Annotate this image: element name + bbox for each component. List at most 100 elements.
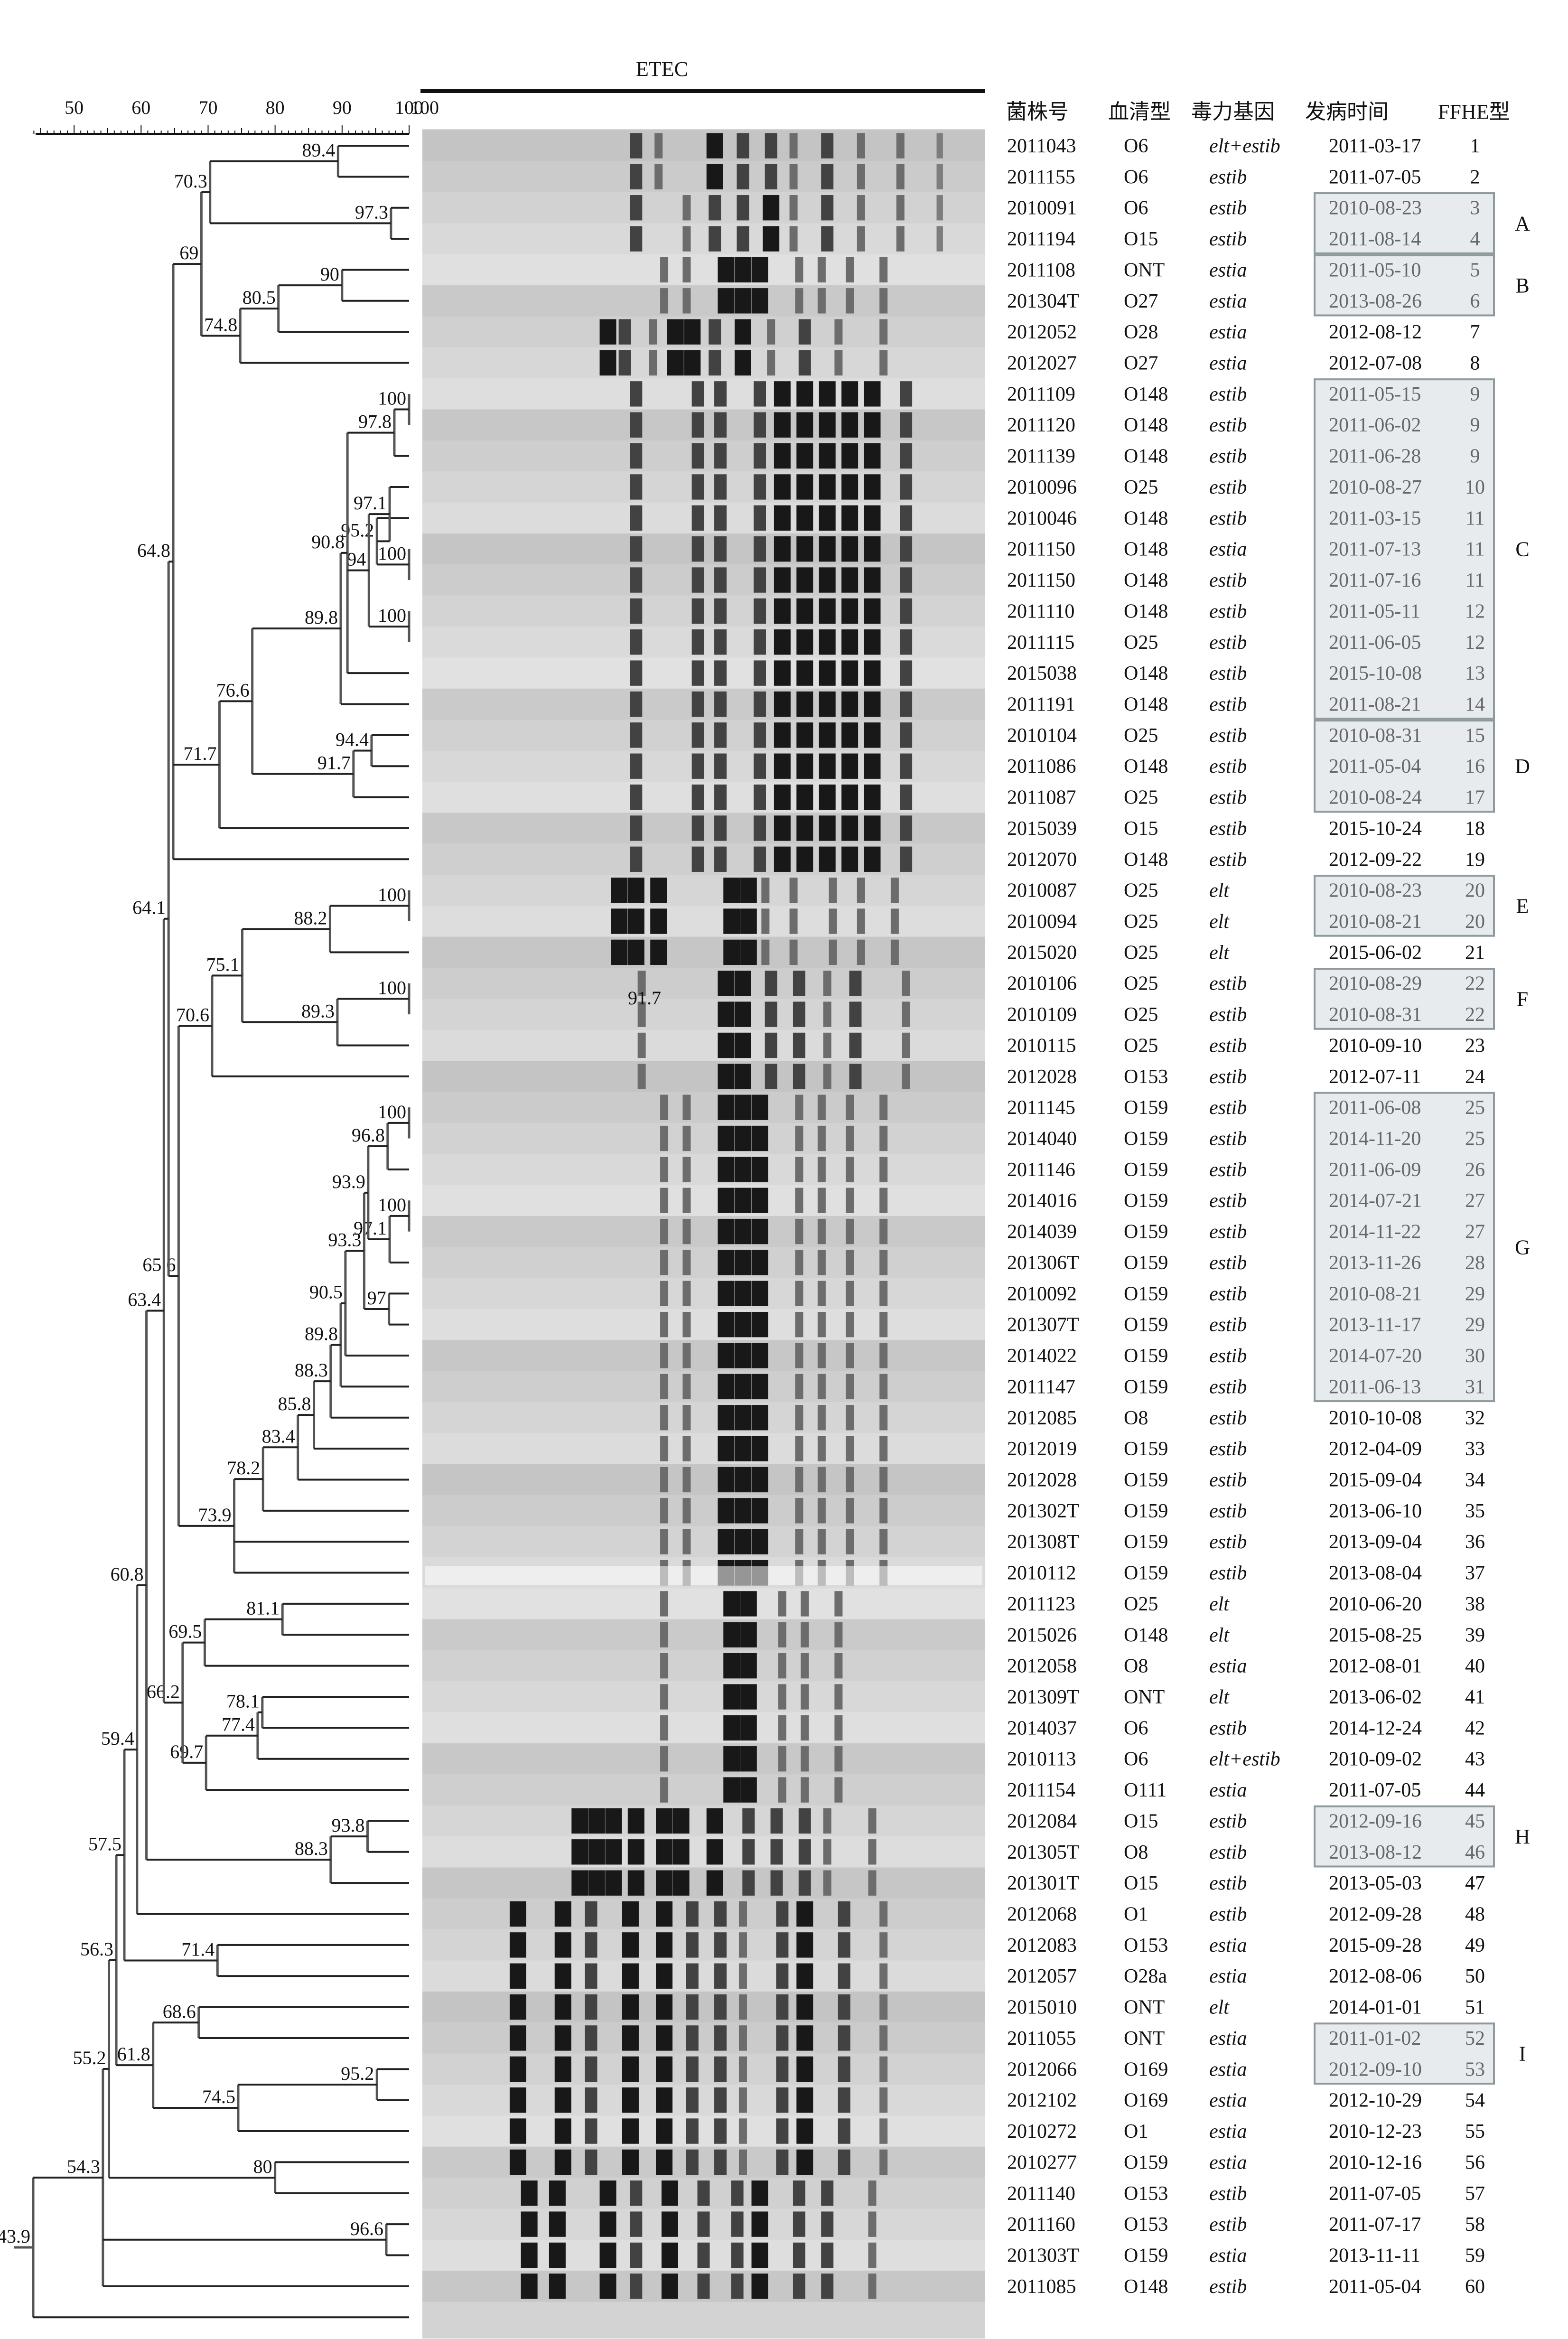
strain-id: 2015039	[1007, 818, 1077, 840]
gel-band	[627, 1839, 644, 1865]
gel-band	[554, 2149, 571, 2175]
onset-date: 2013-09-04	[1329, 1531, 1422, 1553]
strain-id: 2012102	[1007, 2090, 1077, 2112]
gel-band	[817, 1312, 826, 1338]
strain-id: 2011110	[1007, 600, 1074, 622]
gel-band	[774, 536, 791, 562]
gel-band	[723, 877, 740, 903]
virulence-gene: estib	[1209, 1035, 1247, 1057]
gel-band	[796, 1963, 813, 1989]
gel-band	[798, 350, 811, 376]
gel-band	[682, 1405, 691, 1431]
gel-band	[751, 2211, 768, 2237]
gel-band	[857, 164, 865, 190]
virulence-gene: estib	[1209, 973, 1247, 995]
serotype: O159	[1124, 1438, 1168, 1460]
gel-band	[751, 288, 768, 314]
gel-band	[900, 815, 913, 841]
virulence-gene: estib	[1209, 1004, 1247, 1026]
strain-id: 201304T	[1007, 290, 1079, 312]
gel-band	[793, 971, 805, 996]
gel-band	[630, 536, 643, 562]
gel-band	[660, 1684, 669, 1710]
node-similarity-label: 64.1	[132, 897, 166, 918]
gel-band	[734, 1032, 751, 1058]
gel-band	[714, 660, 727, 686]
gel-band	[738, 2149, 747, 2175]
gel-scale-label: 100	[411, 97, 439, 118]
gel-band	[795, 1125, 803, 1151]
virulence-gene: estia	[1209, 1965, 1247, 1987]
gel-band	[778, 1777, 786, 1803]
gel-band	[879, 1125, 888, 1151]
gel-band	[718, 1281, 735, 1306]
gel-band	[821, 226, 834, 252]
strain-id: 2010096	[1007, 477, 1077, 498]
ffhe-type: 19	[1465, 849, 1485, 870]
gel-band	[654, 164, 663, 190]
serotype: O148	[1124, 384, 1168, 405]
node-similarity-label: 89.4	[302, 140, 335, 161]
gel-band	[740, 908, 757, 934]
gel-band	[691, 722, 704, 748]
gel-band	[796, 2025, 813, 2051]
gel-band	[734, 1281, 751, 1306]
gel-band	[682, 288, 691, 314]
virulence-gene: estib	[1209, 1283, 1247, 1305]
gel-lane	[422, 1433, 985, 1464]
gel-band	[834, 1653, 843, 1679]
node-similarity-label: 94	[347, 549, 366, 570]
node-similarity-label: 97.3	[355, 201, 388, 223]
serotype: O8	[1124, 1842, 1148, 1863]
ffhe-type: 11	[1465, 539, 1484, 561]
gel-band	[900, 784, 913, 810]
ffhe-type: 57	[1465, 2183, 1485, 2205]
gel-band	[630, 133, 643, 159]
strain-id: 2012083	[1007, 1935, 1077, 1956]
gel-band	[734, 1250, 751, 1275]
gel-band	[817, 1125, 826, 1151]
node-similarity-label: 100	[378, 884, 406, 905]
gel-band	[857, 195, 865, 221]
strain-id: 2011145	[1007, 1097, 1075, 1119]
strain-id: 2012084	[1007, 1810, 1077, 1832]
gel-band	[682, 257, 691, 283]
strain-id: 2011120	[1007, 414, 1075, 436]
gel-band	[796, 691, 813, 717]
gel-band	[738, 1901, 747, 1927]
gel-band	[900, 753, 913, 779]
gel-band	[819, 722, 836, 748]
gel-band	[864, 381, 881, 407]
ffhe-type: 43	[1465, 1749, 1485, 1770]
gel-band	[796, 2118, 813, 2144]
onset-date: 2010-06-20	[1329, 1593, 1422, 1615]
node-similarity-label: 100	[378, 543, 406, 564]
gel-band	[879, 257, 888, 283]
gel-band	[751, 1095, 768, 1120]
onset-date: 2012-09-16	[1329, 1810, 1422, 1832]
gel-band	[879, 1218, 888, 1244]
scale-tick-label: 90	[333, 97, 352, 118]
gel-band	[789, 226, 798, 252]
gel-band	[585, 2149, 597, 2175]
gel-band	[599, 2242, 616, 2268]
gel-band	[817, 1498, 826, 1524]
gel-band	[667, 350, 684, 376]
gel-band	[718, 1312, 735, 1338]
gel-band	[796, 629, 813, 655]
gel-band	[630, 2274, 643, 2299]
serotype: O159	[1124, 2245, 1168, 2266]
serotype: O25	[1124, 725, 1158, 747]
gel-band	[774, 443, 791, 469]
gel-band	[796, 660, 813, 686]
gel-band	[821, 133, 834, 159]
gel-band	[585, 1963, 597, 1989]
onset-date: 2011-01-02	[1329, 2028, 1421, 2049]
virulence-gene: estib	[1209, 1097, 1247, 1119]
gel-band	[585, 1901, 597, 1927]
gel-band	[821, 2274, 834, 2299]
gel-band	[857, 877, 865, 903]
onset-date: 2010-08-21	[1329, 911, 1422, 933]
serotype: O15	[1124, 1810, 1158, 1832]
ffhe-type: 20	[1465, 880, 1485, 902]
